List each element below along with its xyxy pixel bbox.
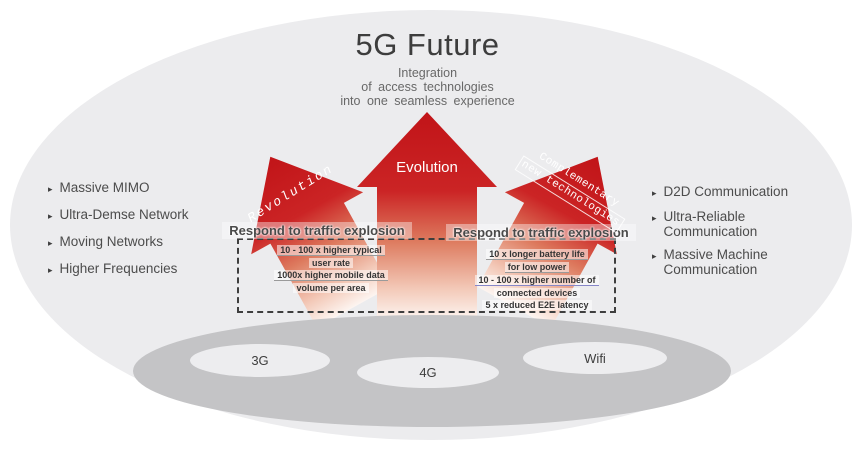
right-feature-list: ▸ D2D Communication ▸ Ultra-Reliable Com… [652,184,810,285]
list-item: ▸ Moving Networks [48,234,238,251]
network-ellipse-3g: 3G [190,344,330,377]
bullet-triangle-icon: ▸ [652,251,657,261]
right-callout-heading: Respond to traffic explosion [446,224,636,241]
callout-line: volume per area [293,283,369,293]
subtitle-line: Integration [397,66,458,80]
feature-label: Ultra-Demse Network [59,207,189,222]
list-item: ▸ D2D Communication [652,184,810,201]
feature-label: Ultra-Reliable Communication [663,209,758,239]
feature-label: Massive Machine Communication [663,247,768,277]
feature-label: Massive MIMO [59,180,150,195]
callout-line: 10 - 100 x higher typical [277,245,385,256]
bullet-triangle-icon: ▸ [652,213,657,223]
bullet-triangle-icon: ▸ [48,184,53,194]
bullet-triangle-icon: ▸ [48,265,53,275]
callout-line: connected devices [493,288,581,298]
list-item: ▸ Higher Frequencies [48,261,238,278]
evolution-arrow-label: Evolution [396,159,458,176]
callout-line: 5 x reduced E2E latency [482,300,592,310]
page-subtitle: Integration of access technologies into … [0,66,855,108]
subtitle-line: into one seamless experience [340,94,515,108]
bullet-triangle-icon: ▸ [48,211,53,221]
subtitle-line: of access technologies [361,80,494,94]
bullet-triangle-icon: ▸ [652,188,657,198]
callout-line: for low power [504,262,570,273]
list-item: ▸ Massive Machine Communication [652,247,810,277]
callout-line: 10 x longer battery life [486,249,588,260]
right-callout-lines: 10 x longer battery life for low power 1… [461,249,613,310]
list-item: ▸ Massive MIMO [48,180,238,197]
requirements-dashed-box [237,238,616,313]
left-callout-lines: 10 - 100 x higher typical user rate 1000… [255,245,407,293]
left-callout-heading: Respond to traffic explosion [222,222,412,239]
callout-line: 1000x higher mobile data [274,270,388,281]
callout-line: user rate [308,258,354,268]
left-feature-list: ▸ Massive MIMO ▸ Ultra-Demse Network ▸ M… [48,180,238,288]
network-ellipse-wifi: Wifi [523,342,667,374]
feature-label: Higher Frequencies [59,261,178,276]
network-label: 4G [419,365,437,380]
list-item: ▸ Ultra-Demse Network [48,207,238,224]
network-label: 3G [251,353,269,368]
evolution-arrow-shape [357,112,497,320]
bullet-triangle-icon: ▸ [48,238,53,248]
feature-label: Moving Networks [59,234,164,249]
feature-label: D2D Communication [663,184,789,199]
page-title: 5G Future [355,27,500,62]
callout-line: 10 - 100 x higher number of [475,275,599,286]
network-label: Wifi [584,350,606,366]
list-item: ▸ Ultra-Reliable Communication [652,209,810,239]
network-ellipse-4g: 4G [357,357,499,388]
